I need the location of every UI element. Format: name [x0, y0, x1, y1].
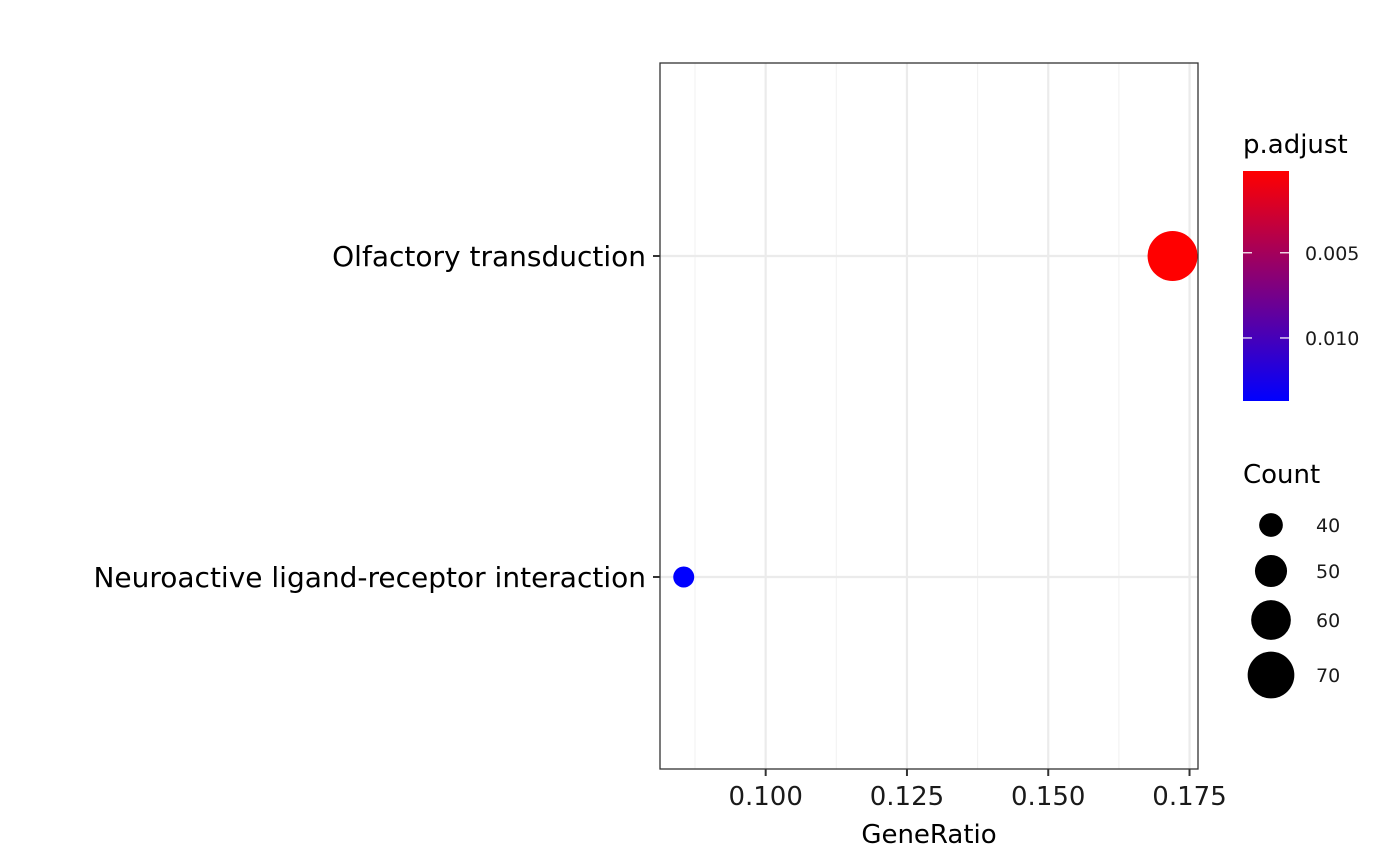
size-legend-label: 40: [1316, 515, 1340, 537]
size-legend-key: [1247, 651, 1295, 699]
color-legend-title: p.adjust: [1243, 130, 1348, 160]
color-bar: [1243, 171, 1289, 401]
size-legend-items: 40 50 60 70: [1247, 513, 1340, 699]
x-axis-title: GeneRatio: [861, 820, 996, 850]
color-bar-ticks: 0.005 0.010: [1243, 243, 1359, 350]
size-legend-title: Count: [1243, 460, 1320, 490]
panel-border: [659, 62, 1199, 770]
size-legend-key: [1259, 513, 1283, 537]
x-axis: 0.100 0.125 0.150 0.175: [728, 769, 1227, 812]
point-neuroactive-ligand-receptor-interaction: [673, 566, 695, 588]
x-tick-label: 0.100: [728, 782, 802, 812]
size-legend-key: [1251, 600, 1291, 640]
panel-background: [660, 63, 1198, 769]
size-legend-label: 70: [1316, 665, 1340, 687]
x-tick-label: 0.150: [1011, 782, 1085, 812]
x-tick-label: 0.125: [870, 782, 944, 812]
color-legend: p.adjust 0.005 0.010: [1243, 130, 1359, 401]
data-points: [673, 231, 1198, 588]
y-axis: Olfactory transduction Neuroactive ligand…: [93, 240, 660, 594]
point-olfactory-transduction: [1147, 231, 1198, 281]
y-tick-label-neuroactive-ligand-receptor-interaction: Neuroactive ligand-receptor interaction: [93, 561, 646, 594]
color-bar-label: 0.010: [1305, 328, 1359, 350]
grid-lines: [660, 63, 1198, 769]
size-legend: Count 40 50 60 70: [1243, 460, 1340, 699]
size-legend-key: [1254, 554, 1288, 588]
y-tick-label-olfactory-transduction: Olfactory transduction: [332, 240, 646, 273]
size-legend-label: 60: [1316, 610, 1340, 632]
color-bar-label: 0.005: [1305, 243, 1359, 265]
x-tick-label: 0.175: [1152, 782, 1226, 812]
size-legend-label: 50: [1316, 561, 1340, 583]
